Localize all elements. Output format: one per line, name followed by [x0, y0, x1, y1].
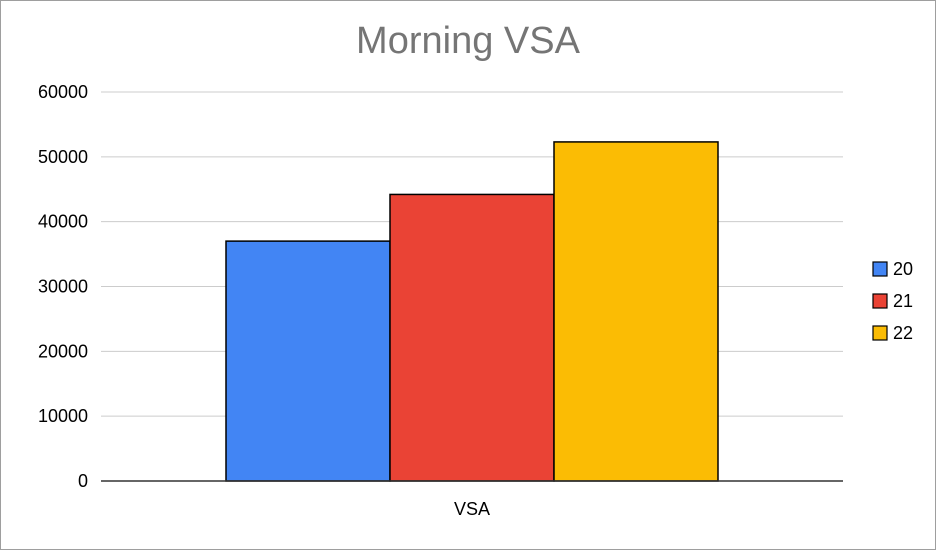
y-axis-ticks: 0 10000 20000 30000 40000 50000 60000: [38, 82, 88, 491]
legend-swatch-22: [872, 325, 888, 341]
y-tick-label: 20000: [38, 341, 88, 361]
y-tick-label: 40000: [38, 212, 88, 232]
x-tick-label: VSA: [454, 499, 490, 519]
x-axis-labels: VSA: [454, 499, 490, 519]
legend-label: 22: [893, 323, 913, 343]
legend: 20 21 22: [872, 259, 913, 343]
bar-21: [389, 193, 555, 482]
bar-22: [553, 141, 719, 482]
y-tick-label: 10000: [38, 406, 88, 426]
legend-swatch-20: [872, 261, 888, 277]
y-tick-label: 0: [78, 471, 88, 491]
y-tick-label: 50000: [38, 147, 88, 167]
bars: [225, 141, 719, 482]
bar-20: [225, 240, 391, 482]
y-tick-label: 60000: [38, 82, 88, 102]
legend-label: 21: [893, 291, 913, 311]
legend-label: 20: [893, 259, 913, 279]
chart-title: Morning VSA: [356, 20, 581, 62]
y-tick-label: 30000: [38, 277, 88, 297]
legend-swatch-21: [872, 293, 888, 309]
